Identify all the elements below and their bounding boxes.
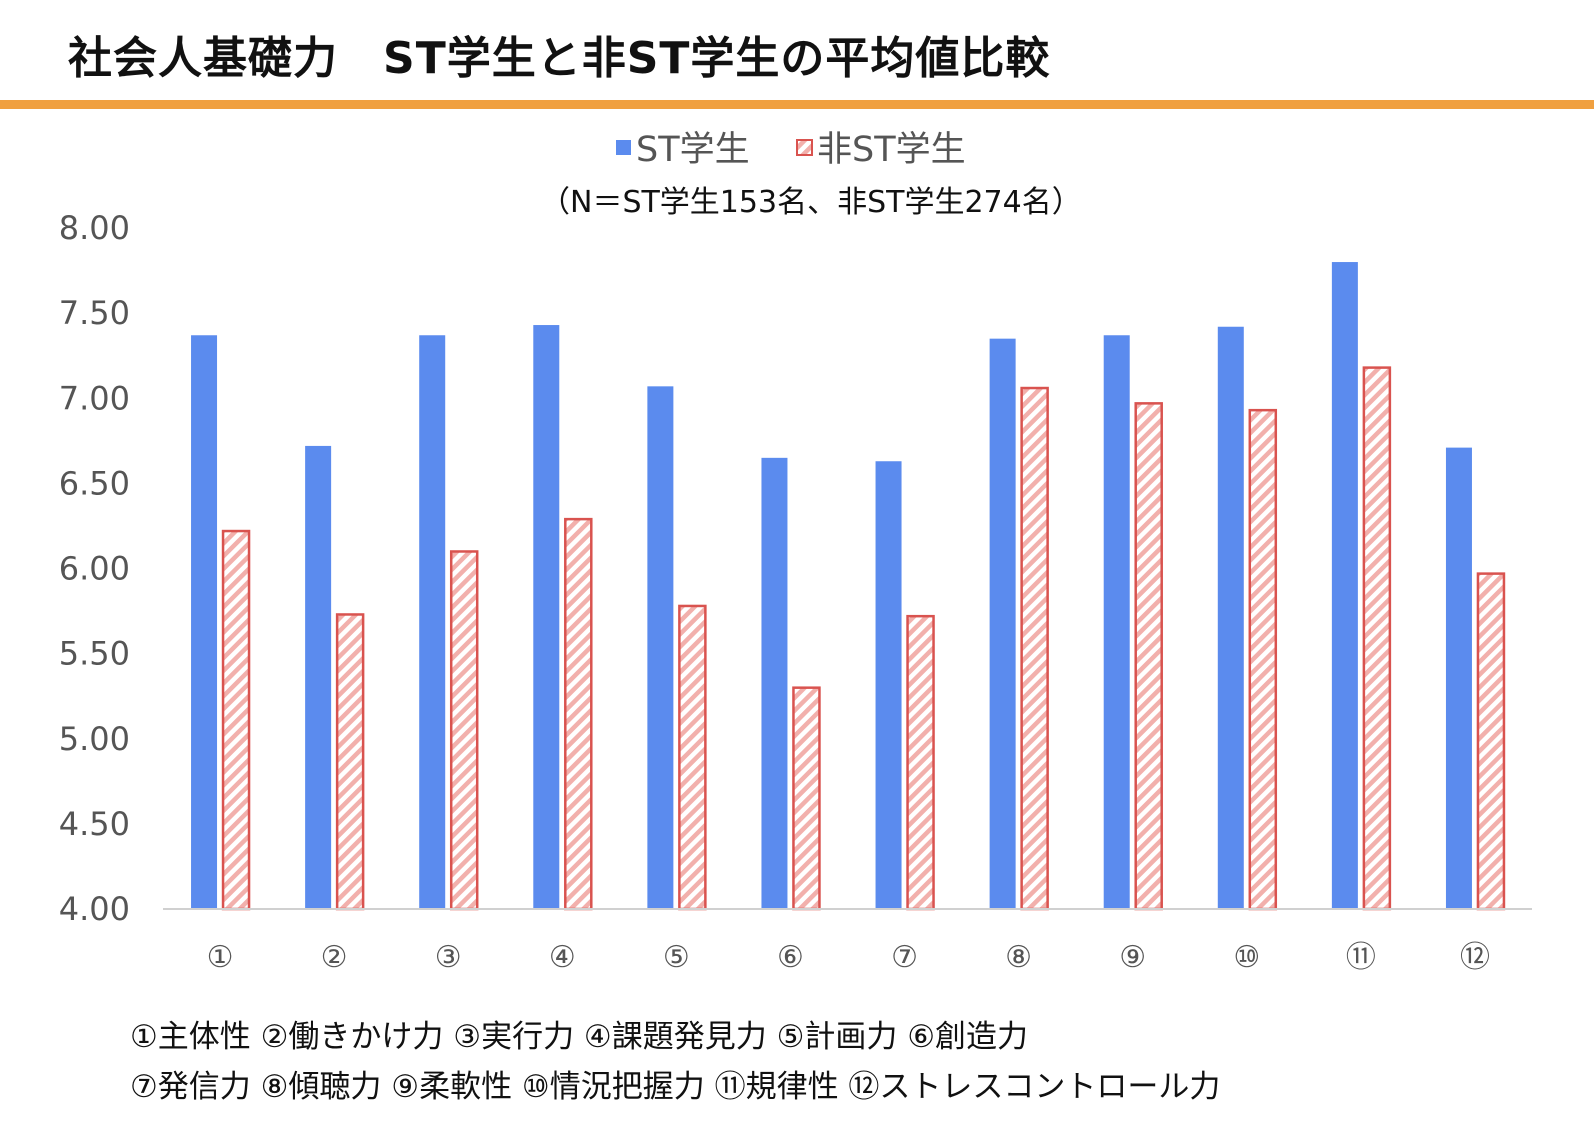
y-tick-label: 8.00 [59,209,130,247]
category-legend-line-1: ①主体性 ②働きかけ力 ③実行力 ④課題発見力 ⑤計画力 ⑥創造力 [130,1019,1029,1055]
x-tick-label: ① [207,940,234,975]
y-tick-label: 6.00 [59,550,130,588]
y-tick-label: 6.50 [59,464,130,502]
x-axis: ① ② ③ ④ ⑤ ⑥ ⑦ ⑧ ⑨ ⑩ ⑪ ⑫ [207,940,1490,975]
bar-st-4 [533,325,560,910]
bars [191,262,1506,911]
bar-st-5 [647,386,674,909]
y-tick-label: 4.00 [59,890,130,928]
bar-non-st-8 [1020,386,1049,911]
bar-st-3 [419,335,446,909]
x-tick-label: ⑩ [1233,940,1260,975]
bar-non-st-1 [221,529,251,911]
sample-size-note: （N＝ST学生153名、非ST学生274名） [540,185,1082,220]
bar-non-st-3 [449,550,479,911]
x-tick-label: ⑤ [663,940,690,975]
x-tick-label: ⑦ [891,940,918,975]
bar-non-st-4 [564,517,593,911]
bar-non-st-7 [906,614,935,911]
bar-st-9 [1103,335,1130,909]
y-tick-label: 7.00 [59,379,130,417]
legend-label-st: ST学生 [636,130,750,170]
y-tick-label: 5.50 [59,635,130,673]
bar-st-10 [1217,326,1244,909]
x-tick-label: ⑪ [1346,940,1376,975]
x-tick-label: ⑧ [1005,940,1032,975]
x-tick-label: ③ [435,940,462,975]
bar-non-st-6 [792,686,821,911]
bar-st-7 [875,461,902,909]
bar-st-12 [1445,447,1472,909]
legend: ST学生 非ST学生 [616,130,966,170]
y-tick-label: 4.50 [59,805,130,843]
legend-swatch-non-st [796,139,813,156]
bar-st-8 [989,338,1016,910]
x-tick-label: ⑨ [1119,940,1146,975]
y-tick-label: 7.50 [59,294,130,332]
legend-label-non-st: 非ST学生 [817,130,966,170]
y-axis: 4.00 4.50 5.00 5.50 6.00 6.50 7.00 7.50 8.00 [59,209,130,928]
bar-non-st-9 [1134,402,1163,911]
x-tick-label: ④ [549,940,576,975]
title-underline [0,100,1594,109]
bar-chart: ST学生 非ST学生 （N＝ST学生153名、非ST学生274名） 4.004.… [59,130,1532,975]
bar-non-st-12 [1476,572,1506,911]
x-tick-label: ⑥ [777,940,804,975]
bar-non-st-5 [678,604,707,911]
bar-st-2 [305,445,332,909]
category-legend: ①主体性 ②働きかけ力 ③実行力 ④課題発見力 ⑤計画力 ⑥創造力 ⑦発信力 ⑧… [130,1012,1220,1112]
page-title: 社会人基礎力 ST学生と非ST学生の平均値比較 [68,33,1051,84]
bar-non-st-2 [335,613,365,911]
bar-non-st-10 [1248,408,1278,911]
bar-st-6 [761,457,788,909]
x-tick-label: ⑫ [1460,940,1490,975]
legend-swatch-st [616,140,631,155]
category-legend-line-2: ⑦発信力 ⑧傾聴力 ⑨柔軟性 ⑩情況把握力 ⑪規律性 ⑫ストレスコントロール力 [130,1069,1221,1105]
x-tick-label: ② [321,940,348,975]
bar-st-11 [1331,262,1358,909]
bar-non-st-11 [1362,366,1392,911]
y-tick-label: 5.00 [59,720,130,758]
bar-st-1 [191,335,218,909]
